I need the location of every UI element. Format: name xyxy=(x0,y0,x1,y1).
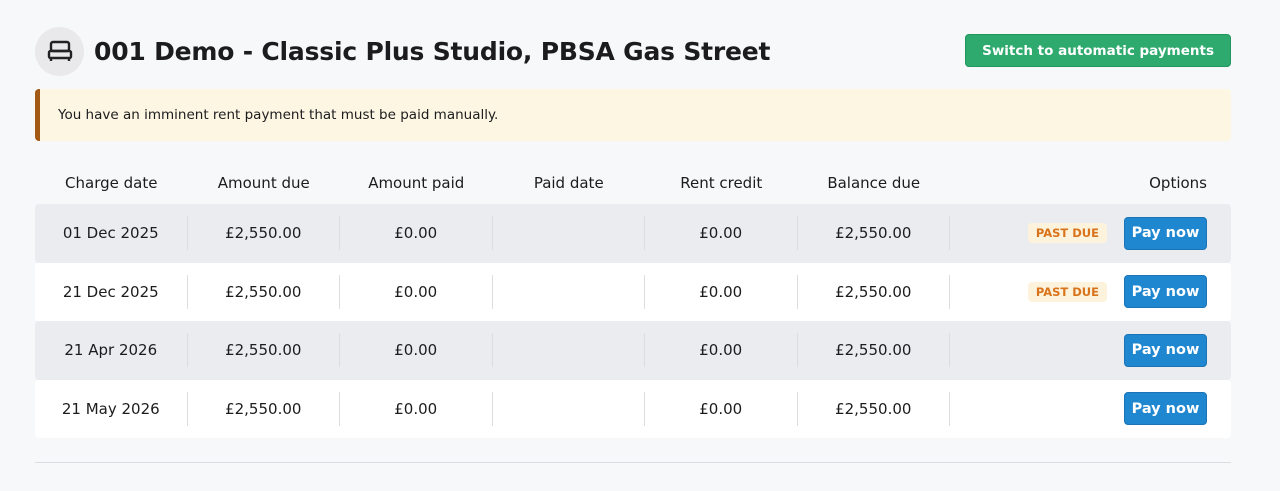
cell-amount-paid: £0.00 xyxy=(340,333,493,368)
cell-charge-date: 21 Dec 2025 xyxy=(35,274,188,309)
cell-rent-credit: £0.00 xyxy=(645,391,798,426)
pay-now-button[interactable]: Pay now xyxy=(1124,392,1207,426)
imminent-payment-alert: You have an imminent rent payment that m… xyxy=(35,89,1231,141)
column-header: Paid date xyxy=(533,174,604,192)
cell-paid-date xyxy=(493,333,645,368)
table-row: 21 May 2026 £2,550.00 £0.00 £0.00 £2,550.00 P… xyxy=(35,379,1231,438)
column-header: Rent credit xyxy=(680,174,763,192)
table-header: Charge date Amount due Amount paid Paid … xyxy=(35,162,1231,204)
switch-to-automatic-payments-button[interactable]: Switch to automatic payments xyxy=(965,34,1231,67)
alert-text: You have an imminent rent payment that m… xyxy=(58,107,499,123)
cell-amount-paid: £0.00 xyxy=(340,391,493,426)
cell-balance-due: £2,550.00 xyxy=(798,274,950,309)
table-row: 01 Dec 2025 £2,550.00 £0.00 £0.00 £2,550.00 P… xyxy=(35,204,1231,263)
cell-rent-credit: £0.00 xyxy=(645,274,798,309)
cell-options: Pay now xyxy=(950,333,1231,367)
property-avatar xyxy=(35,26,84,76)
cell-rent-credit: £0.00 xyxy=(645,216,798,251)
past-due-badge: PAST DUE xyxy=(1027,281,1107,302)
pay-now-button[interactable]: Pay now xyxy=(1124,333,1207,367)
cell-options: PAST DUE Pay now xyxy=(950,216,1231,250)
payments-table: Charge date Amount due Amount paid Paid … xyxy=(35,162,1231,438)
cell-balance-due: £2,550.00 xyxy=(798,391,950,426)
cell-rent-credit: £0.00 xyxy=(645,333,798,368)
cell-amount-due: £2,550.00 xyxy=(188,333,340,368)
column-header: Charge date xyxy=(65,174,158,192)
cell-paid-date xyxy=(493,216,645,251)
table-row: 21 Dec 2025 £2,550.00 £0.00 £0.00 £2,550.00 P… xyxy=(35,262,1231,321)
cell-options: Pay now xyxy=(950,392,1231,426)
cell-paid-date xyxy=(493,391,645,426)
column-header: Options xyxy=(1149,174,1207,192)
column-header: Amount due xyxy=(217,174,310,192)
pay-now-button[interactable]: Pay now xyxy=(1124,275,1207,309)
cell-amount-paid: £0.00 xyxy=(340,216,493,251)
cell-paid-date xyxy=(493,274,645,309)
cell-amount-due: £2,550.00 xyxy=(188,391,340,426)
cell-options: PAST DUE Pay now xyxy=(950,275,1231,309)
column-header: Amount paid xyxy=(368,174,465,192)
table-row: 21 Apr 2026 £2,550.00 £0.00 £0.00 £2,550.00 P… xyxy=(35,321,1231,380)
pay-now-button[interactable]: Pay now xyxy=(1124,216,1207,250)
cell-balance-due: £2,550.00 xyxy=(798,216,950,251)
column-header: Balance due xyxy=(827,174,921,192)
cell-amount-due: £2,550.00 xyxy=(188,216,340,251)
cell-charge-date: 01 Dec 2025 xyxy=(35,216,188,251)
bed-icon xyxy=(47,40,72,61)
past-due-badge: PAST DUE xyxy=(1027,223,1107,244)
cell-amount-paid: £0.00 xyxy=(340,274,493,309)
page-title: 001 Demo - Classic Plus Studio, PBSA Gas… xyxy=(94,36,771,66)
cell-balance-due: £2,550.00 xyxy=(798,333,950,368)
divider xyxy=(35,462,1231,463)
cell-charge-date: 21 Apr 2026 xyxy=(35,333,188,368)
page-header: 001 Demo - Classic Plus Studio, PBSA Gas… xyxy=(35,26,1231,76)
cell-charge-date: 21 May 2026 xyxy=(35,391,188,426)
cell-amount-due: £2,550.00 xyxy=(188,274,340,309)
